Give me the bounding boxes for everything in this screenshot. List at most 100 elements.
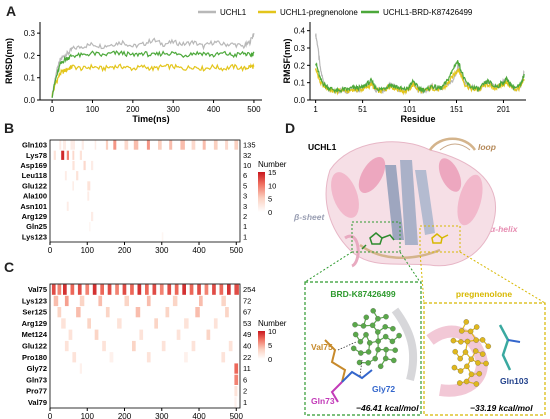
heatmap-c-cell [135,307,141,318]
gln103-sidechain [507,339,521,343]
atom [358,350,364,356]
heatmap-c-cell [139,329,144,340]
rmsf-ytick-label: 0.3 [294,44,306,53]
heatmap-c-row-count: 11 [243,364,251,373]
heatmap-b-row-label: Asp169 [20,161,47,170]
heatmap-c-cell [61,318,66,329]
hbond-2 [359,359,363,377]
legend: UCHL1 UCHL1-pregnenolone UCHL1-BRD-K8742… [198,8,473,17]
heatmap-c-row-count: 53 [243,319,251,328]
heatmap-c-cell [77,284,82,295]
heatmap-c-cell [70,284,75,295]
atom [463,319,470,325]
heatmap-b-cell [169,140,173,150]
rmsf-ytick-label: 0.0 [294,96,306,105]
heatmap-c-row-label: Met124 [22,330,48,339]
heatmap-b-xtick-label: 0 [48,246,53,255]
heatmap-b-cell [105,140,109,150]
heatmap-c-cell [100,284,104,295]
heatmap-c-cell [146,295,151,307]
heatmap-b-row-count: 1 [243,222,247,231]
atom [473,337,479,343]
heatmap-b-row-label: Ala100 [23,192,47,201]
heatmap-c-cell [176,329,181,340]
heatmap-b-cell [191,140,196,150]
rmsf-ytick-label: 0.2 [294,61,306,70]
heatmap-c-row-label: Glu122 [22,342,47,351]
heatmap-c-cell [51,284,56,295]
heatmap-c-cell [154,318,158,329]
heatmap-c-cell [76,307,81,318]
rmsf-series-0 [315,33,525,96]
heatmap-c-row-count: 67 [243,308,251,317]
heatmap-c-cell [57,307,62,318]
atom [357,338,364,345]
heatmap-c: Val75 254 Lys123 72 Ser125 67 Arg129 53 Met124 49… [22,283,287,419]
rmsd-series-1 [51,62,255,98]
heatmap-c-row-count: 6 [243,375,247,384]
heatmap-c-cell [184,318,189,329]
heatmap-c-row-label: Val75 [28,285,47,294]
heatmap-b-cell [66,201,69,211]
pregnenolone-ball-and-stick [450,319,492,387]
heatmap-b-cell [83,160,86,171]
atom [479,337,486,343]
rmsf-ytick-label: 0.4 [294,27,306,36]
heatmap-c-cell [105,307,110,318]
heatmap-b-xtick-label: 400 [192,246,206,255]
ligand1-label: BRD-K87426499 [330,289,395,299]
heatmap-b-cells [53,140,239,242]
heatmap-c-cell [137,284,142,295]
heatmap-b-cell [63,140,66,150]
heatmap-c-cell [63,284,67,295]
val75-label: Val75 [311,342,333,352]
rmsf-ticks: 0.00.10.20.30.41 51 101 151 201 [294,27,511,114]
heatmap-c-cell [64,295,69,307]
heatmap-c-cell [87,318,91,329]
atom [391,357,397,364]
heatmap-b-cell [180,140,185,150]
gln103-label: Gln103 [500,376,529,386]
rmsd-axes [39,22,262,101]
heatmap-b-cell [72,150,75,160]
heatmap-b-cell [234,140,239,150]
rmsf-ylabel: RMSF(nm) [282,39,292,84]
heatmap-c-cell [228,340,233,352]
atom [352,321,358,328]
atom [457,368,464,374]
heatmap-c-cell [57,284,62,295]
heatmap-c-cell [195,307,200,318]
zoom-line-preg-left [419,251,425,304]
atom [375,315,381,322]
heatmap-c-row-count: 1 [243,398,247,407]
legend-label-uchl1: UCHL1 [220,8,247,17]
ligand2-label: pregnenolone [456,289,512,299]
heatmap-c-cell [172,295,178,307]
rmsd-ytick-label: 0.0 [24,96,36,105]
atom [464,363,470,370]
heatmap-b-cell [70,140,75,150]
rmsd-xtick-label: 500 [247,105,261,114]
heatmap-b-xtick-label: 200 [118,246,132,255]
heatmap-c-cell [122,284,127,295]
colorbar-c [258,331,265,359]
atom [350,345,357,352]
heatmap-c-cell [182,284,186,295]
heatmap-c-cell [72,352,77,363]
atom [383,313,389,320]
atom [452,348,458,355]
rmsd-ticks: 0.0 0.1 0.2 0.3 0 100 200 300 400 500 [24,29,261,114]
heatmap-b-cell [76,171,79,181]
rmsf-series-2 [315,60,525,94]
heatmap-c-cell [159,284,164,295]
heatmap-b-row-count: 32 [243,151,251,160]
heatmap-b-row-count: 5 [243,181,247,190]
panel-label-c: C [4,259,14,275]
heatmap-b-cell [225,140,229,150]
heatmap-b-cell [72,181,74,191]
colorbar-b [258,172,265,212]
heatmap-b-row-label: Leu118 [22,171,47,180]
atom [375,338,381,344]
